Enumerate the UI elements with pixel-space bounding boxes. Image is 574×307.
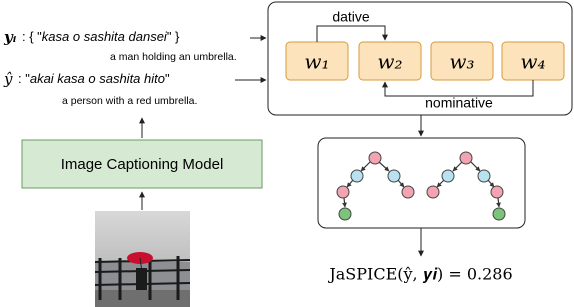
caption-text: : { "kasa o sashita dansei" } — [22, 29, 180, 44]
caption-translation: a man holding an umbrella. — [110, 51, 237, 63]
word: w₁ — [304, 50, 329, 74]
model-label: Image Captioning Model — [61, 156, 224, 173]
caption-translation: a person with a red umbrella. — [62, 95, 197, 107]
formula: JaSPICE(ŷ, 𝒚𝒊) = 0.286 — [327, 265, 512, 284]
edge-label: dative — [332, 9, 370, 25]
caption-pred: ŷ : "akai kasa o sashita hito" a person … — [3, 70, 197, 107]
word: w₂ — [377, 50, 402, 74]
word: w₃ — [449, 50, 474, 74]
input-image — [95, 211, 190, 307]
caption-symbol: ŷ — [3, 70, 13, 88]
caption-symbol: 𝒚ᵢ — [3, 28, 17, 46]
edge-label: nominative — [425, 95, 493, 111]
caption-text: : "akai kasa o sashita hito" — [18, 71, 170, 86]
diagram: 𝒚ᵢ : { "kasa o sashita dansei" } a man h… — [0, 0, 574, 307]
word: w₄ — [520, 50, 545, 74]
caption-gt: 𝒚ᵢ : { "kasa o sashita dansei" } a man h… — [3, 28, 237, 63]
